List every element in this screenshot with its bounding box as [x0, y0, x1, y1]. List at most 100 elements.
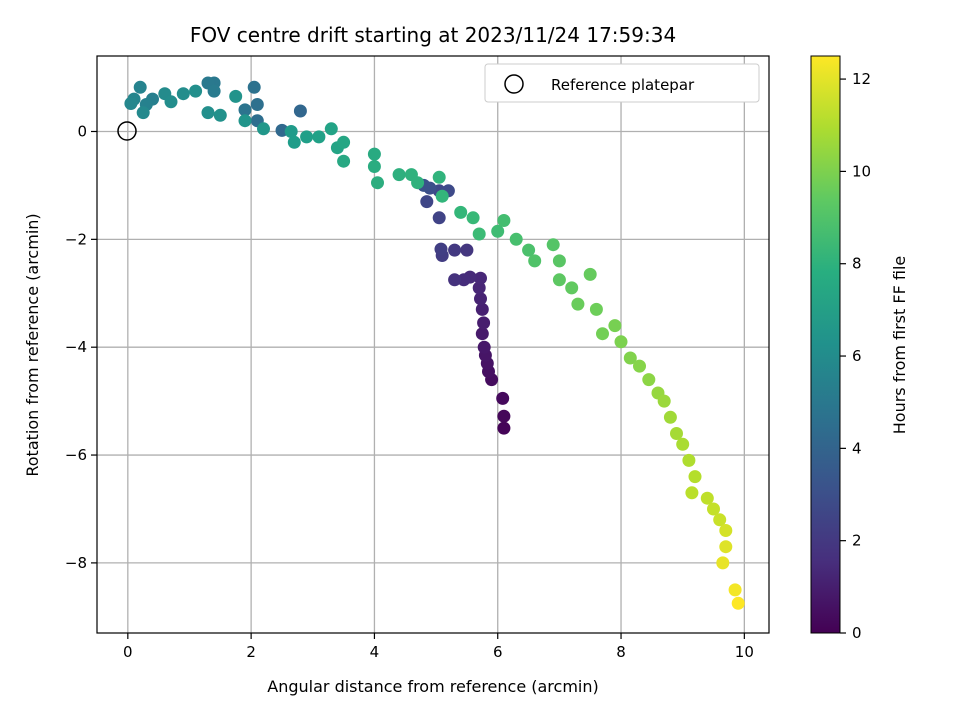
data-point	[700, 491, 714, 505]
data-point	[657, 394, 671, 408]
data-point	[448, 243, 462, 257]
data-point	[477, 340, 491, 354]
colorbar-label: Hours from first FF file	[890, 256, 909, 435]
data-point	[663, 410, 677, 424]
data-point	[312, 130, 326, 144]
data-point	[472, 227, 486, 241]
data-point	[477, 316, 491, 330]
reference-platepar-marker	[117, 121, 137, 141]
data-point	[284, 125, 298, 138]
data-point	[731, 596, 745, 610]
data-point	[189, 84, 203, 98]
data-point	[247, 80, 261, 94]
data-point	[685, 486, 699, 500]
data-point	[583, 267, 597, 281]
legend: Reference platepar	[484, 63, 760, 103]
x-tick-label: 6	[493, 643, 503, 661]
x-tick-label: 10	[735, 643, 754, 661]
data-point	[460, 243, 474, 257]
data-point	[238, 114, 252, 128]
data-point	[719, 540, 733, 554]
data-point	[238, 103, 252, 117]
data-point	[324, 122, 338, 136]
x-tick-label: 0	[123, 643, 133, 661]
data-point	[565, 281, 579, 295]
data-point	[682, 453, 696, 467]
y-tick-label: −2	[65, 230, 87, 248]
data-point	[552, 273, 566, 287]
data-point	[371, 176, 384, 190]
data-point	[497, 421, 511, 435]
data-point	[623, 351, 637, 365]
colorbar-tick-label: 6	[852, 347, 862, 365]
data-point	[124, 97, 138, 110]
data-point	[293, 104, 307, 118]
data-point	[176, 87, 190, 101]
colorbar-ticks: 0 2 4 6 8 10 12	[840, 70, 871, 642]
data-point	[474, 292, 487, 306]
data-point	[411, 176, 425, 190]
data-point	[719, 524, 733, 537]
legend-label-reference-platepar: Reference platepar	[551, 76, 695, 94]
y-tick-label: −4	[65, 338, 87, 356]
data-point	[207, 84, 221, 98]
colorbar-tick-label: 12	[852, 70, 871, 88]
data-point	[688, 470, 702, 484]
x-axis-ticks: 0 2 4 6 8 10	[123, 633, 754, 661]
colorbar-tick-label: 0	[852, 624, 862, 642]
x-tick-label: 2	[246, 643, 256, 661]
data-point	[474, 271, 487, 285]
y-tick-label: −8	[65, 554, 87, 572]
data-point	[571, 297, 585, 311]
data-point	[552, 254, 566, 268]
data-point	[497, 409, 511, 423]
plot-frame	[96, 55, 770, 634]
data-point	[608, 319, 622, 333]
y-tick-label: −6	[65, 446, 87, 464]
data-point	[728, 583, 742, 597]
data-point	[716, 556, 730, 570]
colorbar-tick-label: 2	[852, 532, 862, 550]
data-point	[614, 335, 628, 349]
data-point	[257, 122, 270, 136]
data-point	[528, 254, 542, 268]
data-point	[164, 95, 178, 109]
chart-title: FOV centre drift starting at 2023/11/24 …	[190, 23, 676, 47]
data-point	[432, 211, 446, 225]
data-point	[300, 130, 314, 144]
data-point	[475, 302, 489, 316]
x-tick-label: 8	[616, 643, 626, 661]
data-point	[434, 242, 448, 256]
colorbar	[810, 55, 841, 634]
data-point	[287, 135, 301, 149]
data-point	[497, 214, 511, 227]
data-point	[496, 391, 510, 405]
x-axis-label: Angular distance from reference (arcmin)	[267, 677, 598, 696]
data-point	[367, 147, 381, 161]
data-point	[432, 170, 446, 184]
data-points	[124, 76, 745, 610]
data-point	[420, 195, 434, 209]
y-tick-label: 0	[77, 122, 87, 140]
colorbar-tick-label: 10	[852, 162, 871, 180]
data-point	[472, 281, 486, 295]
data-point	[213, 108, 227, 122]
data-point	[457, 273, 471, 287]
grid	[97, 56, 769, 633]
colorbar-tick-label: 8	[852, 255, 862, 273]
data-point	[201, 106, 215, 120]
data-point	[136, 106, 150, 120]
colorbar-tick-label: 4	[852, 439, 862, 457]
y-axis-ticks: 0 −2 −4 −6 −8	[65, 122, 97, 572]
data-point	[642, 373, 656, 387]
data-point	[448, 273, 462, 287]
data-point	[713, 513, 727, 527]
data-point	[454, 205, 468, 219]
data-point	[229, 89, 243, 103]
data-point	[670, 427, 683, 440]
data-point	[133, 80, 147, 94]
data-point	[475, 327, 489, 341]
data-point	[707, 502, 720, 516]
data-point	[250, 98, 264, 111]
